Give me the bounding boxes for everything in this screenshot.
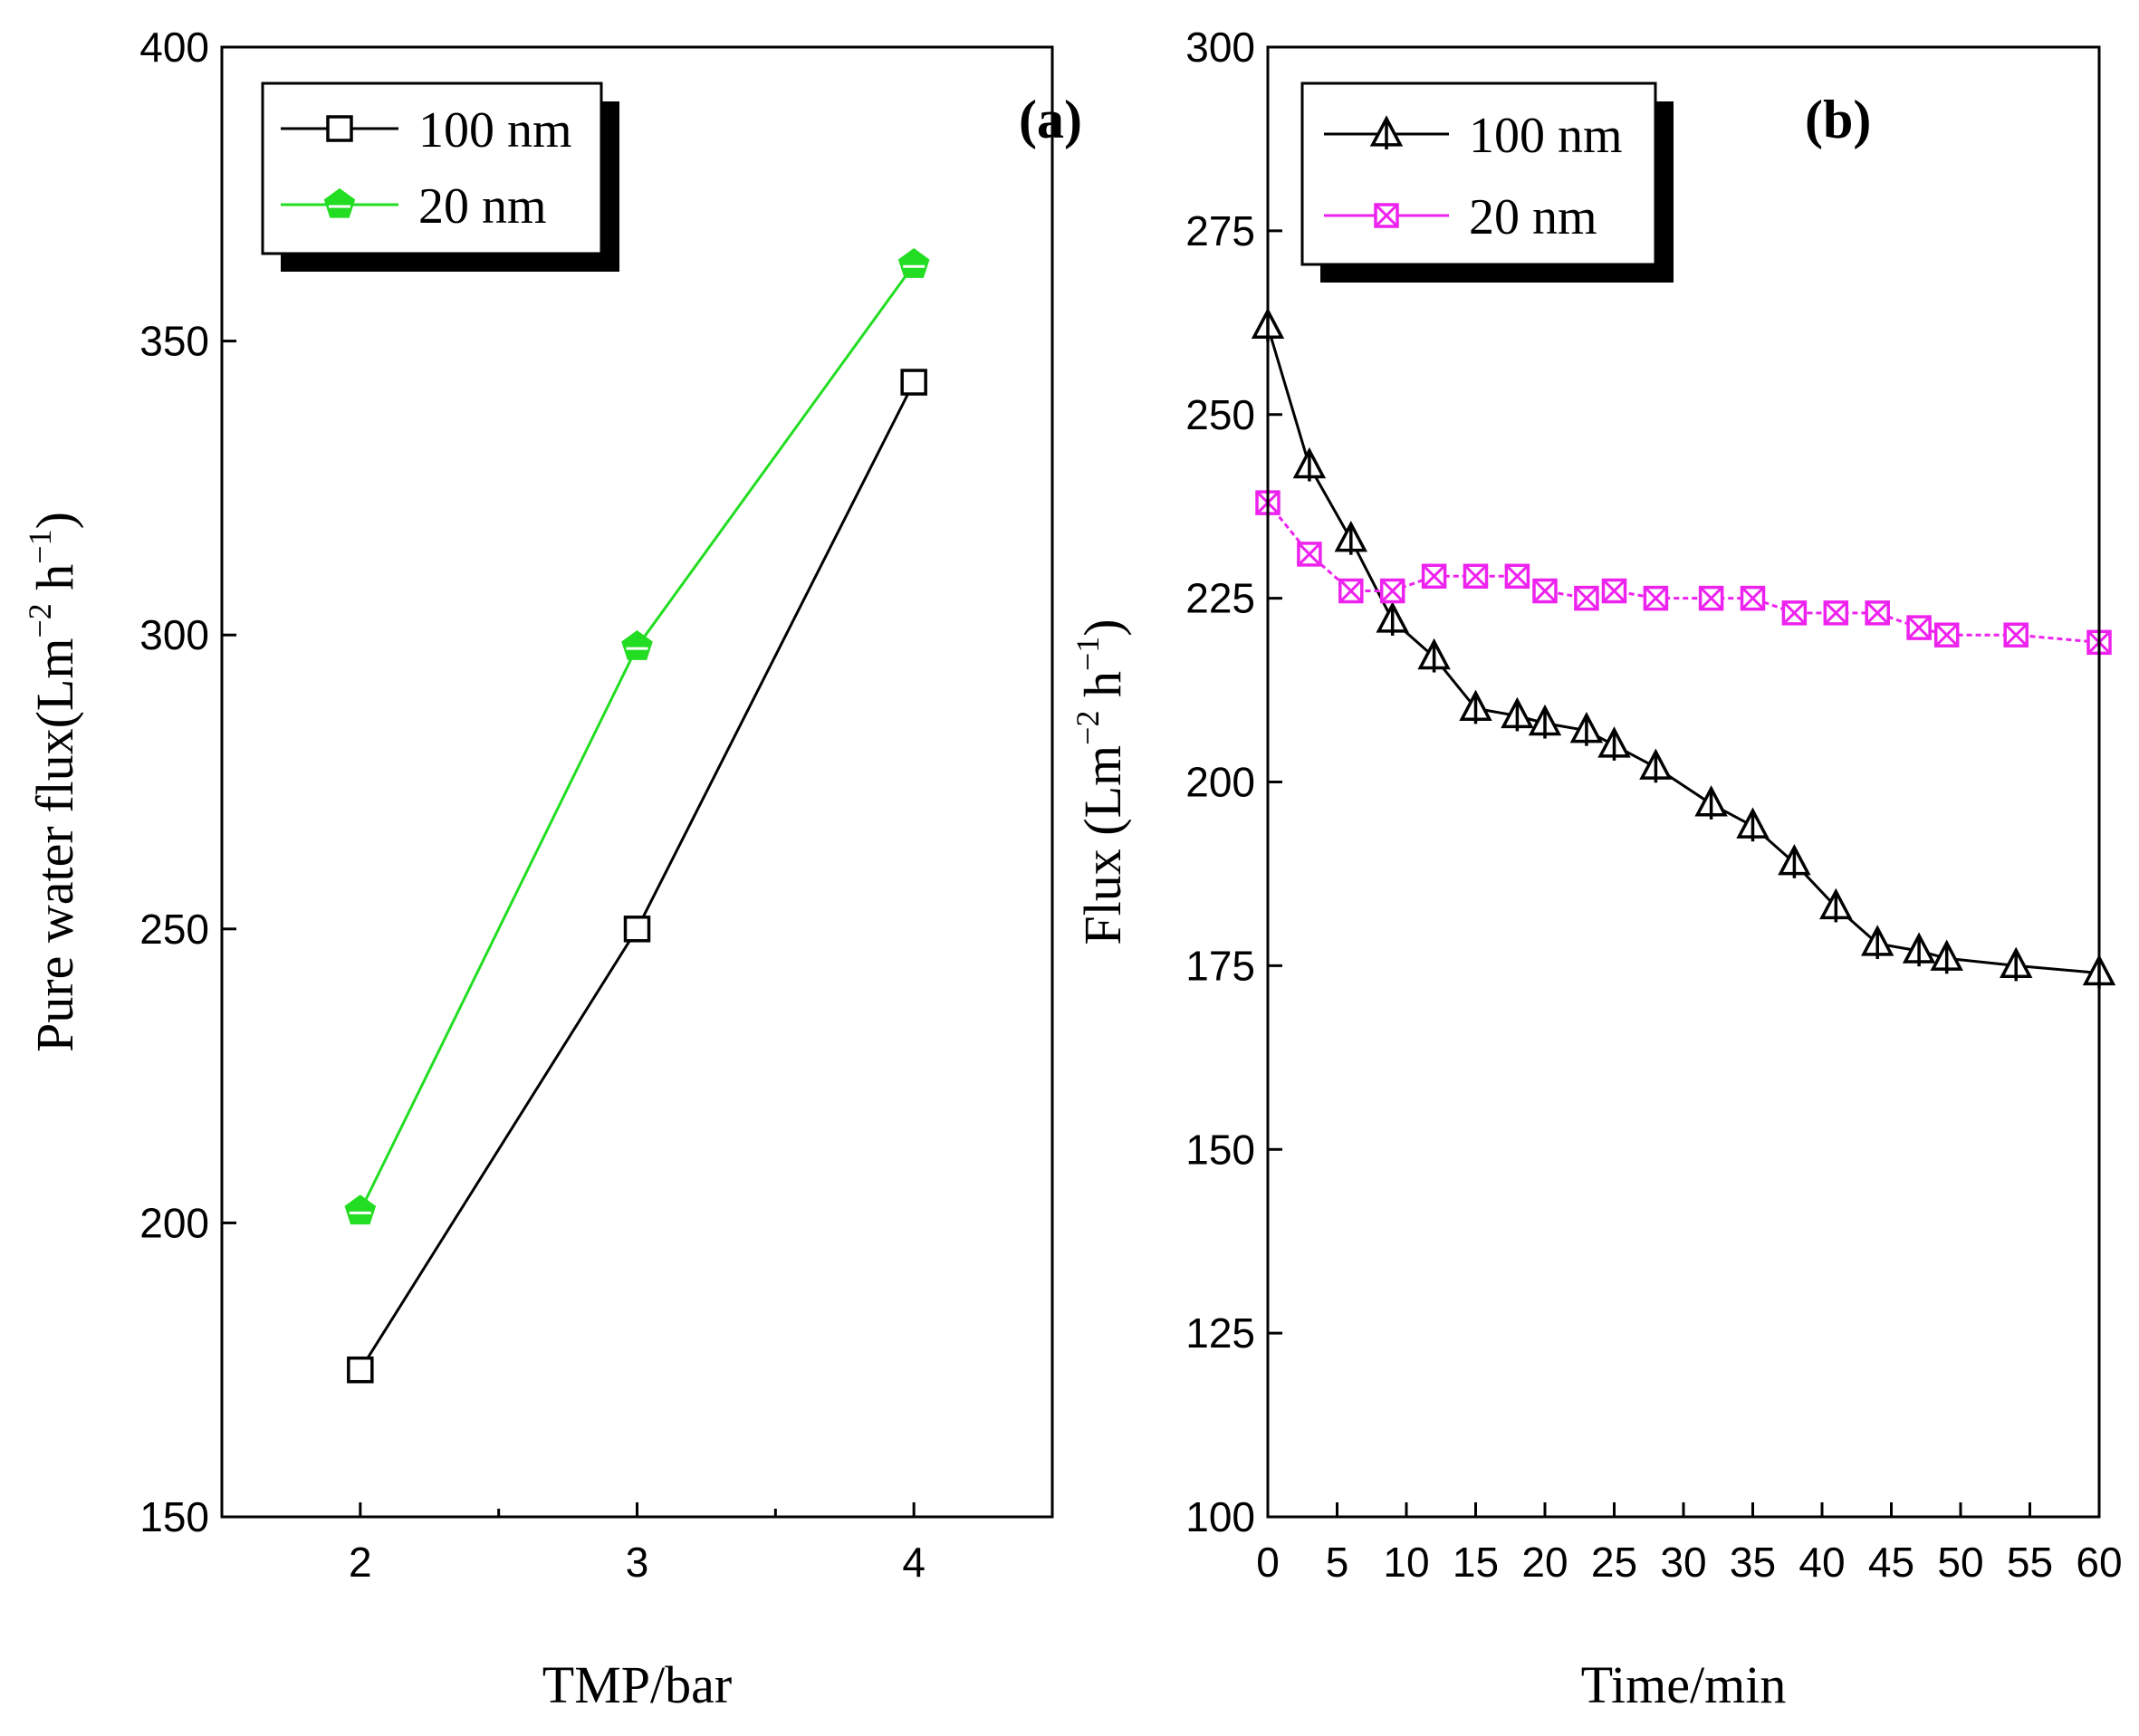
series-line-20nm xyxy=(359,264,916,1213)
legend-marker-20nm-cross2 xyxy=(1374,203,1399,228)
x-tick-label-50: 50 xyxy=(1937,1539,1983,1586)
panel-a-y-axis-title: Pure water flux(Lm−2 h−1) xyxy=(22,512,84,1052)
y-tick-label-200: 200 xyxy=(139,1199,209,1246)
point-20nm-28-cross2 xyxy=(1644,586,1668,610)
y-tick-label-275: 275 xyxy=(1185,207,1255,254)
point-20nm-38-cross2 xyxy=(1782,600,1807,625)
panel-b-ylabel-sup2: −1 xyxy=(1070,637,1106,671)
point-20nm-6-cross2 xyxy=(1338,579,1363,603)
y-tick-label-300: 300 xyxy=(139,611,209,658)
x-tick-label-0: 0 xyxy=(1256,1539,1280,1586)
panel-b-label: (b) xyxy=(1805,90,1871,149)
panel-a-legend: 100 nm 20 nm xyxy=(261,82,619,272)
point-20nm-4 xyxy=(897,248,930,278)
x-tick-label-5: 5 xyxy=(1326,1539,1349,1586)
panel-a-ylabel-mid: h xyxy=(25,564,84,604)
x-tick-label-3: 3 xyxy=(626,1539,649,1586)
x-tick-label-45: 45 xyxy=(1868,1539,1914,1586)
panel-b-ylabel-mid: h xyxy=(1073,671,1132,711)
x-tick-label-30: 30 xyxy=(1660,1539,1706,1586)
panel-b-legend-box xyxy=(1300,82,1657,266)
panel-b-legend-label-20nm: 20 nm xyxy=(1469,189,1597,245)
panel-a-ylabel-sup1: −2 xyxy=(22,603,58,638)
point-20nm-54-cross2 xyxy=(2004,623,2029,647)
point-20nm-12-cross2 xyxy=(1422,564,1446,589)
panel-b-ticks: 100 125 150 175 200 225 250 275 300 0 5 10 15 20 25 30 3… xyxy=(1185,24,2122,1586)
point-100nm-4 xyxy=(900,369,927,396)
x-tick-label-40: 40 xyxy=(1798,1539,1845,1586)
x-tick-label-35: 35 xyxy=(1730,1539,1776,1586)
panel-b-legend-label-100nm: 100 nm xyxy=(1469,108,1623,164)
x-tick-label-25: 25 xyxy=(1591,1539,1637,1586)
y-tick-label-250: 250 xyxy=(1185,391,1255,438)
panel-b-x-axis-title: Time/min xyxy=(1581,1655,1787,1714)
x-tick-label-10: 10 xyxy=(1383,1539,1429,1586)
point-20nm-18-cross2 xyxy=(1505,564,1530,589)
panel-b: 100 125 150 175 200 225 250 275 300 0 5 10 15 20 25 30 3… xyxy=(1070,24,2123,1714)
panel-b-y-axis-title: Flux (Lm−2 h−1) xyxy=(1070,619,1132,945)
legend-marker-20nm xyxy=(323,187,356,218)
panel-a-legend-label-20nm: 20 nm xyxy=(418,178,547,235)
panel-a-label: (a) xyxy=(1019,90,1082,149)
panel-b-ylabel-end: ) xyxy=(1073,619,1132,636)
x-tick-label-60: 60 xyxy=(2076,1539,2122,1586)
point-20nm-44-cross2 xyxy=(1866,600,1890,625)
panel-a-x-axis-title: TMP/bar xyxy=(542,1655,732,1714)
point-20nm-15-cross2 xyxy=(1463,564,1488,589)
point-20nm-41-cross2 xyxy=(1824,600,1848,625)
panel-a-ylabel-end: ) xyxy=(25,512,84,529)
point-20nm-2 xyxy=(344,1194,377,1225)
x-tick-label-20: 20 xyxy=(1521,1539,1568,1586)
y-tick-label-125: 125 xyxy=(1185,1309,1255,1357)
series-line-100nm xyxy=(359,381,916,1371)
x-tick-label-55: 55 xyxy=(2007,1539,2053,1586)
y-tick-label-250: 250 xyxy=(139,906,209,953)
point-20nm-9-cross2 xyxy=(1380,579,1405,603)
panel-a-ticks: 150 200 250 300 350 400 2 3 4 xyxy=(139,24,926,1586)
panel-a-legend-label-100nm: 100 nm xyxy=(418,102,572,158)
point-20nm-47-cross2 xyxy=(1907,616,1932,640)
point-100nm-3 xyxy=(623,916,651,943)
x-tick-label-2: 2 xyxy=(349,1539,372,1586)
panel-a-ylabel-main: Pure water flux(Lm xyxy=(25,638,84,1052)
point-20nm-3 xyxy=(621,630,653,660)
y-tick-label-100: 100 xyxy=(1185,1493,1255,1540)
legend-marker-100nm xyxy=(326,115,353,142)
y-tick-label-300: 300 xyxy=(1185,24,1255,71)
point-20nm-32-cross2 xyxy=(1699,586,1723,610)
y-tick-label-225: 225 xyxy=(1185,575,1255,622)
point-100nm-2 xyxy=(347,1356,374,1384)
point-20nm-23-cross2 xyxy=(1574,586,1598,610)
y-tick-label-150: 150 xyxy=(139,1493,209,1540)
point-20nm-20-cross2 xyxy=(1532,579,1558,603)
point-20nm-49-cross2 xyxy=(1934,623,1959,647)
panel-a: 150 200 250 300 350 400 2 3 4 (a) TMP/bar Pure w… xyxy=(22,24,1082,1714)
panel-b-legend: 100 nm 20 nm xyxy=(1300,82,1674,283)
y-tick-label-350: 350 xyxy=(139,318,209,365)
panel-b-ylabel-sup1: −2 xyxy=(1070,711,1106,745)
y-tick-label-200: 200 xyxy=(1185,759,1255,806)
y-tick-label-400: 400 xyxy=(139,24,209,71)
point-20nm-35-cross2 xyxy=(1741,586,1765,610)
panel-a-legend-box xyxy=(261,82,603,255)
series-line-100nm xyxy=(1266,325,2100,974)
point-20nm-25-cross2 xyxy=(1602,579,1626,603)
point-20nm-3-cross2 xyxy=(1297,542,1321,566)
y-tick-label-150: 150 xyxy=(1185,1126,1255,1173)
panel-b-legend-items xyxy=(1324,115,1449,228)
x-tick-label-4: 4 xyxy=(902,1539,926,1586)
panel-b-series xyxy=(1251,307,2116,989)
panel-a-ylabel-sup2: −1 xyxy=(22,529,58,563)
panel-a-legend-items xyxy=(281,115,398,218)
panel-b-ylabel-main: Flux (Lm xyxy=(1073,745,1132,945)
y-tick-label-175: 175 xyxy=(1185,942,1255,989)
panel-a-series xyxy=(344,248,930,1384)
x-tick-label-15: 15 xyxy=(1453,1539,1499,1586)
